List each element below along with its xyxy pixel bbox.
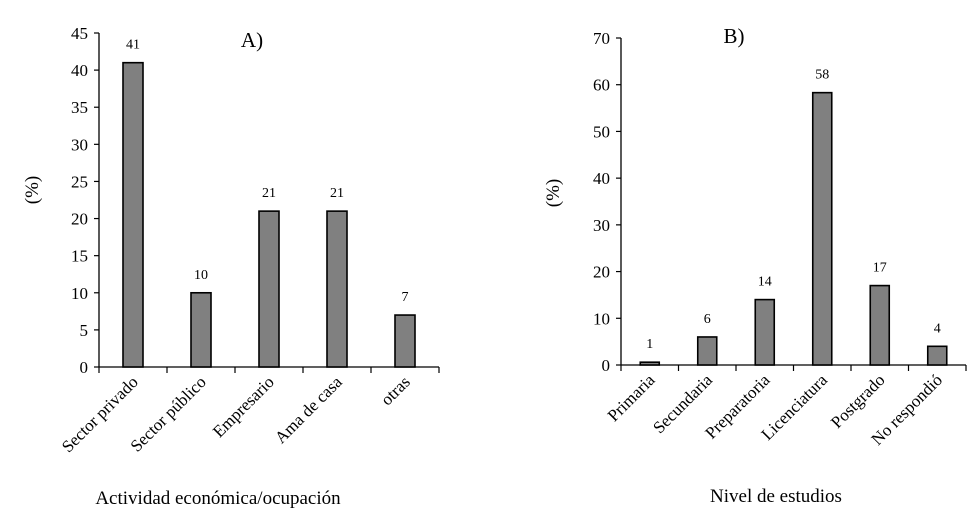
- data-label: 6: [704, 312, 711, 327]
- bar-no-respondió: [926, 345, 948, 366]
- y-tick-label: 25: [71, 172, 88, 191]
- bar-otras: [394, 314, 416, 368]
- data-label: 21: [262, 186, 276, 201]
- y-tick-label: 10: [593, 309, 610, 328]
- bar-primaria: [639, 361, 661, 366]
- x-tick-label: otras: [377, 372, 414, 409]
- y-axis-title: (%): [22, 176, 43, 204]
- y-tick-label: 35: [71, 98, 88, 117]
- data-label: 21: [330, 186, 344, 201]
- y-tick-label: 20: [71, 210, 88, 229]
- y-tick-label: 20: [593, 263, 610, 282]
- x-axis-title: Actividad económica/ocupación: [95, 488, 341, 509]
- data-label: 7: [402, 290, 409, 305]
- data-label: 58: [815, 68, 829, 83]
- x-axis-title: Nivel de estudios: [710, 486, 842, 507]
- bar-licenciatura: [811, 91, 833, 366]
- chart-title: B): [724, 24, 745, 48]
- y-tick-label: 60: [593, 76, 610, 95]
- data-label: 4: [934, 321, 941, 336]
- data-label: 14: [758, 275, 772, 290]
- x-tick-label: Primaria: [604, 370, 659, 425]
- y-tick-label: 5: [80, 321, 89, 340]
- y-tick-label: 10: [71, 284, 88, 303]
- x-tick-label: Empresario: [209, 372, 278, 441]
- y-tick-label: 30: [71, 135, 88, 154]
- data-label: 1: [646, 337, 653, 352]
- y-tick-label: 0: [80, 358, 89, 377]
- y-tick-label: 0: [602, 356, 611, 375]
- y-tick-label: 40: [593, 169, 610, 188]
- y-tick-label: 45: [71, 24, 88, 43]
- y-tick-label: 70: [593, 29, 610, 48]
- y-tick-label: 15: [71, 247, 88, 266]
- y-tick-label: 50: [593, 122, 610, 141]
- bar-secundaria: [696, 336, 718, 366]
- data-label: 41: [126, 38, 140, 53]
- bar-ama-de-casa: [326, 210, 348, 368]
- bar-preparatoria: [754, 298, 776, 366]
- data-label: 17: [873, 261, 887, 276]
- bar-postgrado: [869, 284, 891, 366]
- bar-empresario: [258, 210, 280, 368]
- chart-title: A): [241, 28, 263, 52]
- bar-sector-privado: [122, 61, 144, 368]
- y-tick-label: 30: [593, 216, 610, 235]
- bar-sector-público: [190, 291, 212, 368]
- x-tick-label: Ama de casa: [271, 372, 346, 447]
- y-axis-title: (%): [543, 179, 564, 207]
- data-label: 10: [194, 268, 208, 283]
- chart-panel-b: 0102030405060701Primaria6Secundaria14Pre…: [543, 24, 967, 507]
- y-tick-label: 40: [71, 61, 88, 80]
